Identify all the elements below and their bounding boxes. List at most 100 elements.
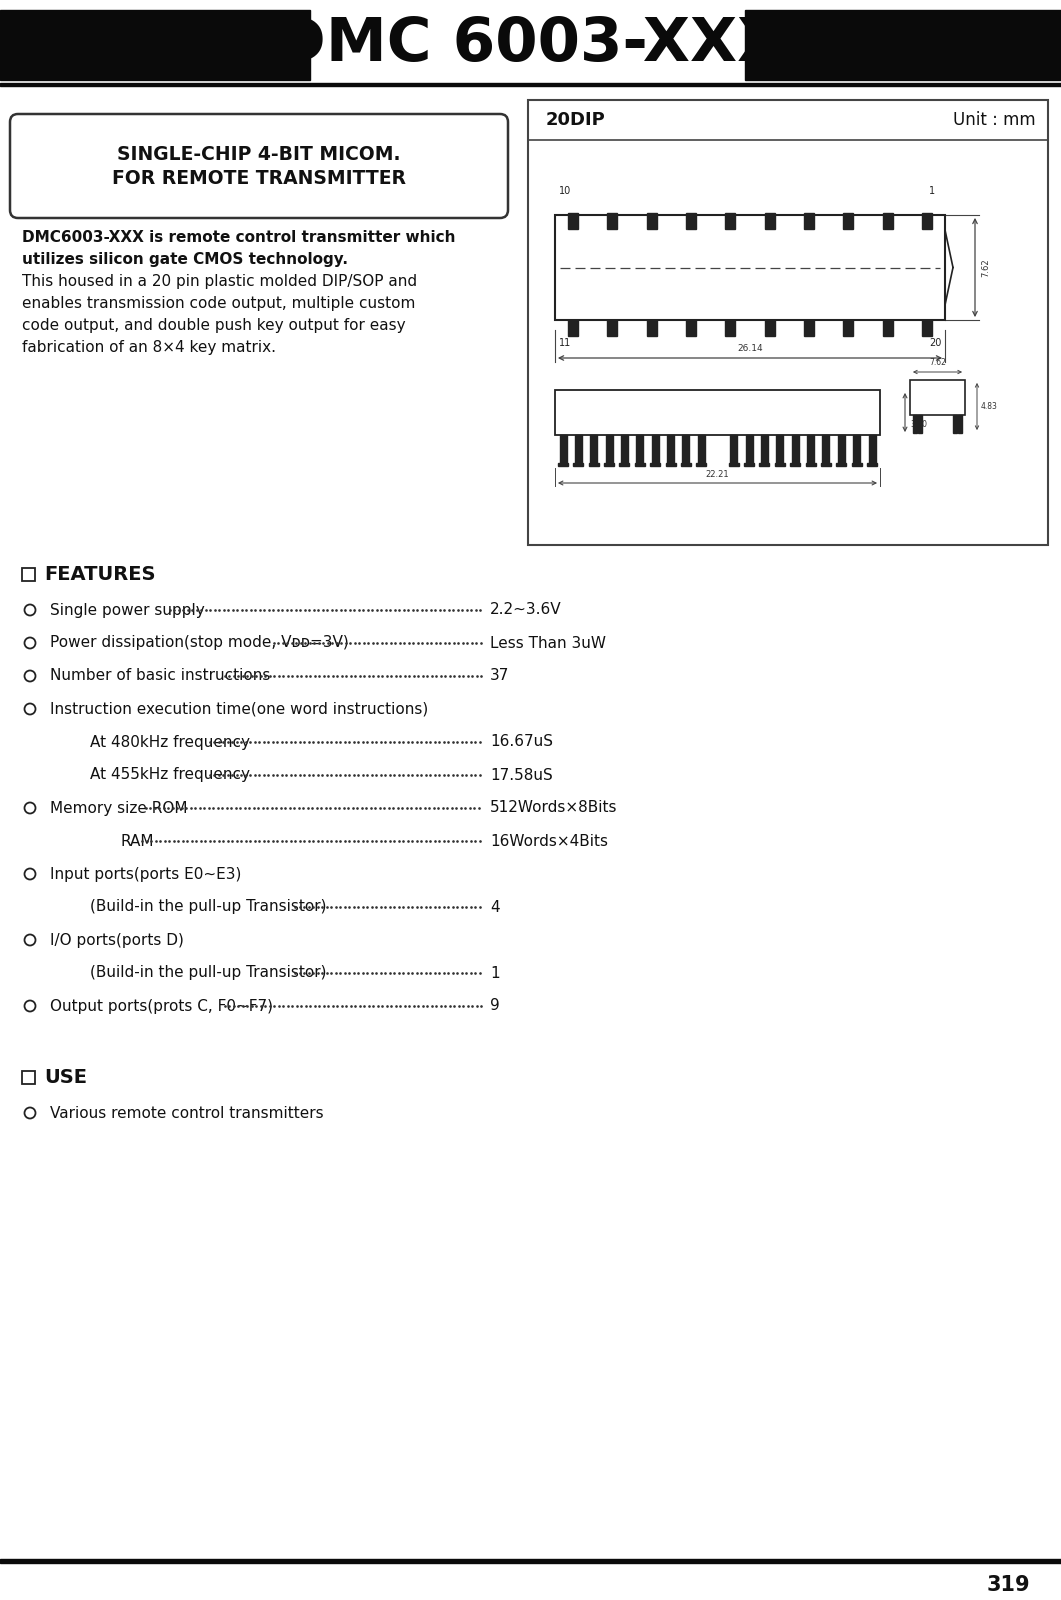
Bar <box>682 435 690 462</box>
Text: At 455kHz frequency: At 455kHz frequency <box>90 768 250 782</box>
Text: USE: USE <box>44 1069 87 1086</box>
Circle shape <box>24 670 35 682</box>
Bar <box>852 462 862 466</box>
Bar <box>698 435 705 462</box>
Circle shape <box>24 637 35 648</box>
Bar <box>686 320 696 336</box>
Text: 26.14: 26.14 <box>737 344 763 354</box>
Bar <box>651 435 659 462</box>
Bar <box>910 379 966 414</box>
Text: 4: 4 <box>490 899 500 915</box>
Text: enables transmission code output, multiple custom: enables transmission code output, multip… <box>22 296 415 310</box>
Bar <box>761 435 768 462</box>
Bar <box>775 462 785 466</box>
Bar <box>804 213 814 229</box>
Circle shape <box>24 1107 35 1118</box>
Bar <box>607 213 618 229</box>
Text: Single power supply: Single power supply <box>50 603 205 618</box>
Text: RAM: RAM <box>120 834 154 848</box>
Bar <box>792 435 799 462</box>
Bar <box>555 214 945 320</box>
Circle shape <box>24 934 35 946</box>
Bar <box>0 1558 1061 1563</box>
Bar <box>22 568 35 581</box>
Text: Input ports(ports E0∼E3): Input ports(ports E0∼E3) <box>50 867 241 882</box>
Text: 17.58uS: 17.58uS <box>490 768 553 782</box>
Bar <box>604 462 614 466</box>
Bar <box>836 462 847 466</box>
Bar <box>558 462 568 466</box>
Bar <box>0 83 1061 86</box>
Circle shape <box>24 704 35 715</box>
Text: 16Words×4Bits: 16Words×4Bits <box>490 834 608 848</box>
Bar <box>686 213 696 229</box>
Text: code output, and double push key output for easy: code output, and double push key output … <box>22 318 405 333</box>
Bar <box>0 10 310 80</box>
Bar <box>807 435 814 462</box>
Circle shape <box>24 1000 35 1011</box>
Bar <box>528 99 1048 546</box>
Bar <box>838 435 845 462</box>
Bar <box>869 435 875 462</box>
Text: Unit : mm: Unit : mm <box>954 110 1036 130</box>
Bar <box>745 10 1061 80</box>
Bar <box>590 435 597 462</box>
Bar <box>637 435 643 462</box>
Bar <box>620 462 629 466</box>
Bar <box>665 462 676 466</box>
Text: 2.2∼3.6V: 2.2∼3.6V <box>490 603 561 618</box>
Bar <box>918 414 922 434</box>
Text: Instruction execution time(one word instructions): Instruction execution time(one word inst… <box>50 701 429 717</box>
Text: Number of basic instructions: Number of basic instructions <box>50 669 271 683</box>
Text: 1: 1 <box>490 965 500 981</box>
Circle shape <box>24 605 35 616</box>
Text: 512Words×8Bits: 512Words×8Bits <box>490 800 618 816</box>
Bar <box>867 462 877 466</box>
Bar <box>568 320 578 336</box>
Bar <box>765 320 775 336</box>
Text: (Build-in the pull-up Transistor): (Build-in the pull-up Transistor) <box>90 899 327 915</box>
Text: 319: 319 <box>987 1574 1030 1595</box>
Text: Output ports(prots C, F0∼F7): Output ports(prots C, F0∼F7) <box>50 998 273 1013</box>
Bar <box>821 462 831 466</box>
Text: DMC6003-XXX is remote control transmitter which: DMC6003-XXX is remote control transmitte… <box>22 230 455 245</box>
Bar <box>958 414 962 434</box>
Text: 22.21: 22.21 <box>706 470 729 478</box>
Bar <box>568 213 578 229</box>
Bar <box>914 414 917 434</box>
Text: This housed in a 20 pin plastic molded DIP/SOP and: This housed in a 20 pin plastic molded D… <box>22 274 417 290</box>
Bar <box>777 435 783 462</box>
Text: 7.62: 7.62 <box>929 358 946 366</box>
Bar <box>765 213 775 229</box>
Bar <box>646 320 657 336</box>
Bar <box>667 435 674 462</box>
Bar <box>646 213 657 229</box>
Bar <box>606 435 612 462</box>
Text: SINGLE-CHIP 4-BIT MICOM.: SINGLE-CHIP 4-BIT MICOM. <box>118 146 401 165</box>
Bar <box>607 320 618 336</box>
Circle shape <box>24 869 35 880</box>
Text: 7.62: 7.62 <box>981 258 990 277</box>
Text: 37: 37 <box>490 669 509 683</box>
Bar <box>744 462 754 466</box>
Text: 10: 10 <box>559 186 571 195</box>
Text: I/O ports(ports D): I/O ports(ports D) <box>50 933 184 947</box>
Text: 20: 20 <box>929 338 941 349</box>
Bar <box>730 435 737 462</box>
Text: Power dissipation(stop mode, Vᴅᴅ=3V): Power dissipation(stop mode, Vᴅᴅ=3V) <box>50 635 349 651</box>
FancyBboxPatch shape <box>10 114 508 218</box>
Text: FEATURES: FEATURES <box>44 565 156 584</box>
Text: 9: 9 <box>490 998 500 1013</box>
Bar <box>843 213 853 229</box>
Bar <box>650 462 660 466</box>
Bar <box>760 462 769 466</box>
Bar <box>883 213 892 229</box>
Bar <box>681 462 691 466</box>
Text: Less Than 3uW: Less Than 3uW <box>490 635 606 651</box>
Text: 20DIP: 20DIP <box>546 110 606 130</box>
Text: utilizes silicon gate CMOS technology.: utilizes silicon gate CMOS technology. <box>22 251 348 267</box>
Text: Memory size ROM: Memory size ROM <box>50 800 188 816</box>
Bar <box>883 320 892 336</box>
Circle shape <box>24 803 35 813</box>
Text: 11: 11 <box>559 338 571 349</box>
